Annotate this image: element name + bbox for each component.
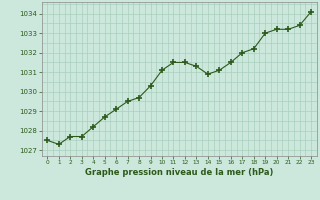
X-axis label: Graphe pression niveau de la mer (hPa): Graphe pression niveau de la mer (hPa): [85, 168, 273, 177]
